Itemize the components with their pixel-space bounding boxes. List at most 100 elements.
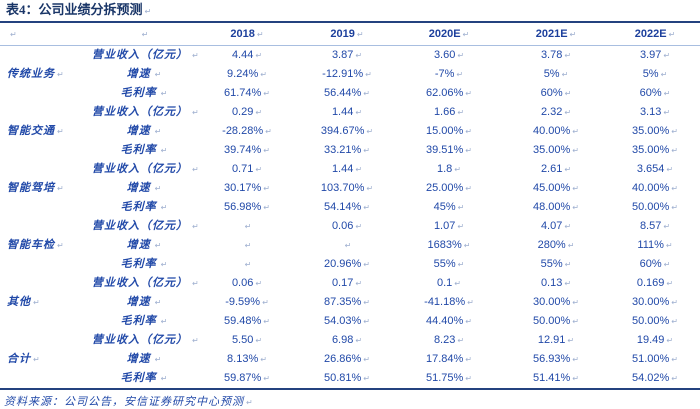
table-row: 传统业务 ↵ 增速 ↵ 9.24% ↵ -12.91% ↵ -7% ↵ 5% ↵ 5% ↵ bbox=[0, 65, 700, 84]
cell-value: 40.00% bbox=[631, 182, 670, 194]
metric-label: 增速 bbox=[126, 239, 151, 251]
value-cell-2021e: 0.13 ↵ bbox=[502, 274, 610, 293]
paragraph-mark-icon: ↵ bbox=[671, 203, 678, 212]
value-cell-2021e: 2.61 ↵ bbox=[502, 160, 610, 179]
metric-cell: 毛利率 ↵ bbox=[92, 255, 196, 274]
metric-cell: 营业收入（亿元） ↵ bbox=[92, 331, 199, 350]
paragraph-mark-icon: ↵ bbox=[663, 108, 671, 117]
metric-cell: 营业收入（亿元） ↵ bbox=[92, 103, 199, 122]
segment-cell bbox=[0, 255, 92, 274]
cell-value: 60% bbox=[639, 87, 662, 99]
paragraph-mark-icon: ↵ bbox=[671, 355, 678, 364]
cell-value: 0.1 bbox=[437, 277, 453, 289]
cell-value: 0.06 bbox=[331, 220, 354, 232]
metric-cell: 营业收入（亿元） ↵ bbox=[92, 46, 199, 66]
metric-label: 营业收入（亿元） bbox=[92, 49, 188, 61]
segment-cell: 智能交通 ↵ bbox=[0, 122, 92, 141]
segment-cell bbox=[0, 312, 92, 331]
paragraph-mark-icon: ↵ bbox=[154, 127, 162, 136]
paragraph-mark-icon: ↵ bbox=[666, 336, 674, 345]
value-cell-2022e: 19.49 ↵ bbox=[610, 331, 700, 350]
cell-value: 87.35% bbox=[323, 296, 362, 308]
cell-value: 35.00% bbox=[631, 144, 670, 156]
value-cell-2020e: 1.07 ↵ bbox=[396, 217, 502, 236]
value-cell-2022e: 3.97 ↵ bbox=[610, 46, 700, 66]
cell-value: 2.61 bbox=[540, 163, 563, 175]
segment-cell: 其他 ↵ bbox=[0, 293, 92, 312]
cell-value: 394.67% bbox=[320, 125, 365, 137]
paragraph-mark-icon: ↵ bbox=[567, 336, 575, 345]
paragraph-mark-icon: ↵ bbox=[33, 298, 40, 307]
cell-value: -9.59% bbox=[225, 296, 261, 308]
paragraph-mark-icon: ↵ bbox=[665, 241, 673, 250]
paragraph-mark-icon: ↵ bbox=[666, 165, 674, 174]
paragraph-mark-icon: ↵ bbox=[363, 89, 370, 98]
cell-value: 4.07 bbox=[540, 220, 563, 232]
cell-value: 45% bbox=[433, 201, 456, 213]
paragraph-mark-icon: ↵ bbox=[355, 336, 363, 345]
paragraph-mark-icon: ↵ bbox=[564, 260, 572, 269]
value-cell-2020e: 62.06% ↵ bbox=[396, 84, 502, 103]
value-cell-2022e: 50.00% ↵ bbox=[610, 312, 700, 331]
table-row: 智能交通 ↵ 增速 ↵ -28.28% ↵ 394.67% ↵ 15.00% ↵ 40.0… bbox=[0, 122, 700, 141]
paragraph-mark-icon: ↵ bbox=[663, 260, 671, 269]
value-cell-2022e: 3.13 ↵ bbox=[610, 103, 700, 122]
cell-value: 17.84% bbox=[425, 353, 464, 365]
paragraph-mark-icon: ↵ bbox=[192, 108, 199, 117]
table-row: 营业收入（亿元） ↵ 0.06 ↵ 0.17 ↵ 0.1 ↵ 0.13 ↵ 0.169 ↵ bbox=[0, 274, 700, 293]
cell-value: 59.48% bbox=[223, 315, 262, 327]
cell-value: 3.60 bbox=[433, 49, 456, 61]
paragraph-mark-icon: ↵ bbox=[154, 70, 162, 79]
segment-cell bbox=[0, 369, 92, 389]
paragraph-mark-icon: ↵ bbox=[457, 222, 465, 231]
paragraph-mark-icon: ↵ bbox=[564, 222, 572, 231]
paragraph-mark-icon: ↵ bbox=[572, 127, 579, 136]
value-cell-2018: 0.29 ↵ bbox=[196, 103, 298, 122]
paragraph-mark-icon: ↵ bbox=[366, 184, 374, 193]
cell-value: 26.86% bbox=[323, 353, 362, 365]
cell-value: 45.00% bbox=[532, 182, 571, 194]
paragraph-mark-icon: ↵ bbox=[262, 298, 269, 307]
value-cell-2022e: 8.57 ↵ bbox=[610, 217, 700, 236]
cell-value: -12.91% bbox=[322, 68, 364, 80]
paragraph-mark-icon: ↵ bbox=[192, 336, 199, 345]
paragraph-mark-icon: ↵ bbox=[456, 70, 464, 79]
paragraph-mark-icon: ↵ bbox=[263, 203, 270, 212]
source-note-text: 资料来源：公司公告，安信证券研究中心预测 bbox=[4, 396, 244, 408]
table-row: 毛利率 ↵ 59.87% ↵ 50.81% ↵ 51.75% ↵ 51.41% ↵ 54.… bbox=[0, 369, 700, 389]
metric-label: 增速 bbox=[126, 182, 151, 194]
value-cell-2018: 39.74% ↵ bbox=[196, 141, 298, 160]
paragraph-mark-icon: ↵ bbox=[457, 336, 465, 345]
value-cell-2020e: 1.66 ↵ bbox=[396, 103, 502, 122]
cell-value: 5% bbox=[543, 68, 560, 80]
value-cell-2019: 0.06 ↵ bbox=[298, 217, 396, 236]
paragraph-mark-icon: ↵ bbox=[572, 317, 579, 326]
metric-cell: 增速 ↵ bbox=[92, 179, 196, 198]
paragraph-mark-icon: ↵ bbox=[572, 374, 579, 383]
paragraph-mark-icon: ↵ bbox=[363, 146, 370, 155]
value-cell-2019: 6.98 ↵ bbox=[298, 331, 396, 350]
paragraph-mark-icon: ↵ bbox=[454, 279, 461, 288]
paragraph-mark-icon: ↵ bbox=[355, 222, 363, 231]
cell-value: 111% bbox=[637, 239, 664, 251]
paragraph-mark-icon: ↵ bbox=[366, 127, 374, 136]
metric-label: 毛利率 bbox=[120, 201, 157, 213]
table-row: 合计 ↵ 增速 ↵ 8.13% ↵ 26.86% ↵ 17.84% ↵ 56.93% ↵ 5… bbox=[0, 350, 700, 369]
metric-label: 毛利率 bbox=[120, 258, 157, 270]
paragraph-mark-icon: ↵ bbox=[57, 241, 64, 250]
segment-label: 智能驾培 bbox=[7, 182, 55, 194]
cell-value: 5% bbox=[642, 68, 659, 80]
paragraph-mark-icon: ↵ bbox=[355, 51, 363, 60]
paragraph-mark-icon: ↵ bbox=[465, 146, 472, 155]
metric-cell: 增速 ↵ bbox=[92, 122, 196, 141]
value-cell-2021e: 2.32 ↵ bbox=[502, 103, 610, 122]
value-cell-2020e: 45% ↵ bbox=[396, 198, 502, 217]
column-header-2018: 2018 ↵ bbox=[196, 23, 298, 46]
forecast-table: ↵ ↵ 2018 ↵ 2019 ↵ 2020E ↵ 2021E ↵ 2022E ↵ 营业收… bbox=[0, 23, 700, 390]
value-cell-2021e: 35.00% ↵ bbox=[502, 141, 610, 160]
metric-cell: 增速 ↵ bbox=[92, 236, 196, 255]
cell-value: 60% bbox=[639, 258, 662, 270]
value-cell-2021e: 48.00% ↵ bbox=[502, 198, 610, 217]
table-row: 毛利率 ↵ 56.98% ↵ 54.14% ↵ 45% ↵ 48.00% ↵ 50.00%… bbox=[0, 198, 700, 217]
